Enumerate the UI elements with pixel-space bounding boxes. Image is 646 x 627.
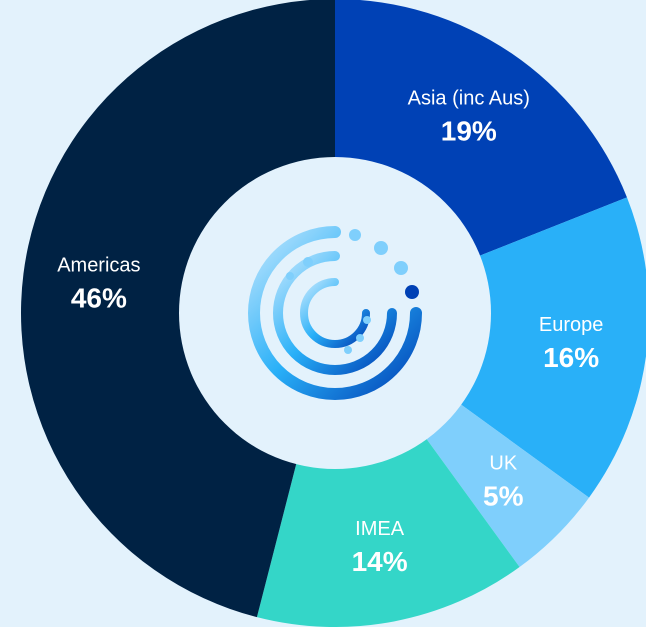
segment-name: Americas <box>57 254 140 276</box>
labels: Asia (inc Aus) 19% Europe 16% UK 5% IMEA 14% Ame… <box>57 87 603 577</box>
segments <box>21 0 646 627</box>
logo-arc <box>300 278 370 348</box>
segment-value: 46% <box>71 283 127 314</box>
logo-arc <box>248 226 422 400</box>
logo-arc <box>273 251 397 375</box>
segment-value: 14% <box>352 546 408 577</box>
donut-hole <box>179 157 491 469</box>
segment-name: IMEA <box>355 518 405 540</box>
segment-name: Europe <box>539 314 604 336</box>
logo <box>248 226 422 400</box>
segment-value: 16% <box>543 342 599 373</box>
segment-value: 19% <box>441 116 497 147</box>
segment-name: UK <box>489 453 517 475</box>
segment-name: Asia (inc Aus) <box>408 87 530 109</box>
donut-segment <box>335 197 646 498</box>
segment-value: 5% <box>483 481 524 512</box>
donut-segment <box>21 0 335 618</box>
